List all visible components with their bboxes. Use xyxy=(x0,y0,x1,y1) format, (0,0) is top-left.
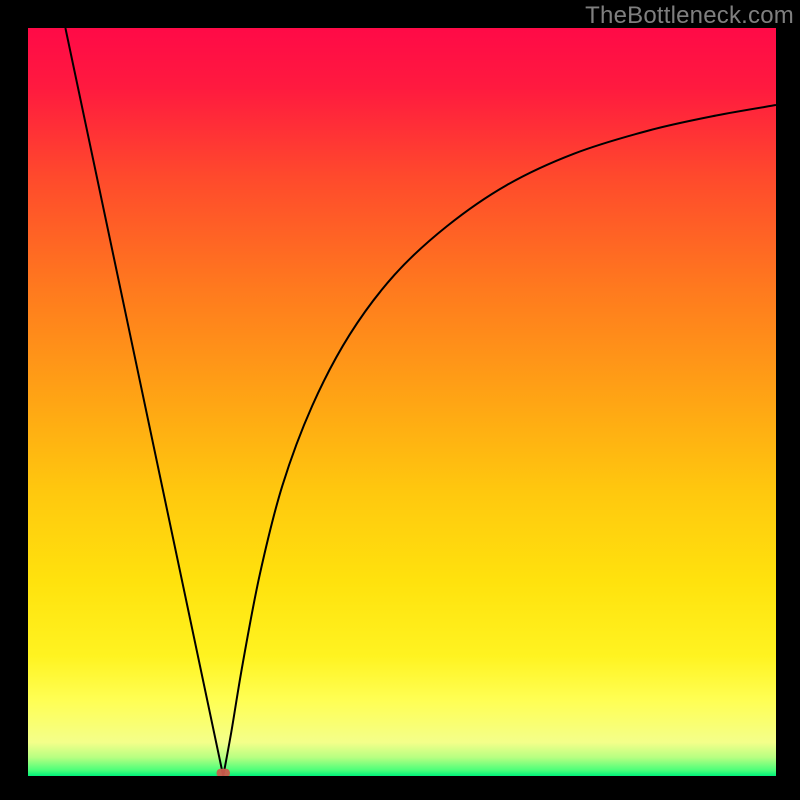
plot-area xyxy=(28,28,776,776)
curve-left-segment xyxy=(65,28,223,776)
minimum-marker xyxy=(217,769,230,776)
chart-container: TheBottleneck.com xyxy=(0,0,800,800)
curve-right-segment xyxy=(223,105,776,776)
watermark-text: TheBottleneck.com xyxy=(585,2,794,30)
curve-layer xyxy=(28,28,776,776)
